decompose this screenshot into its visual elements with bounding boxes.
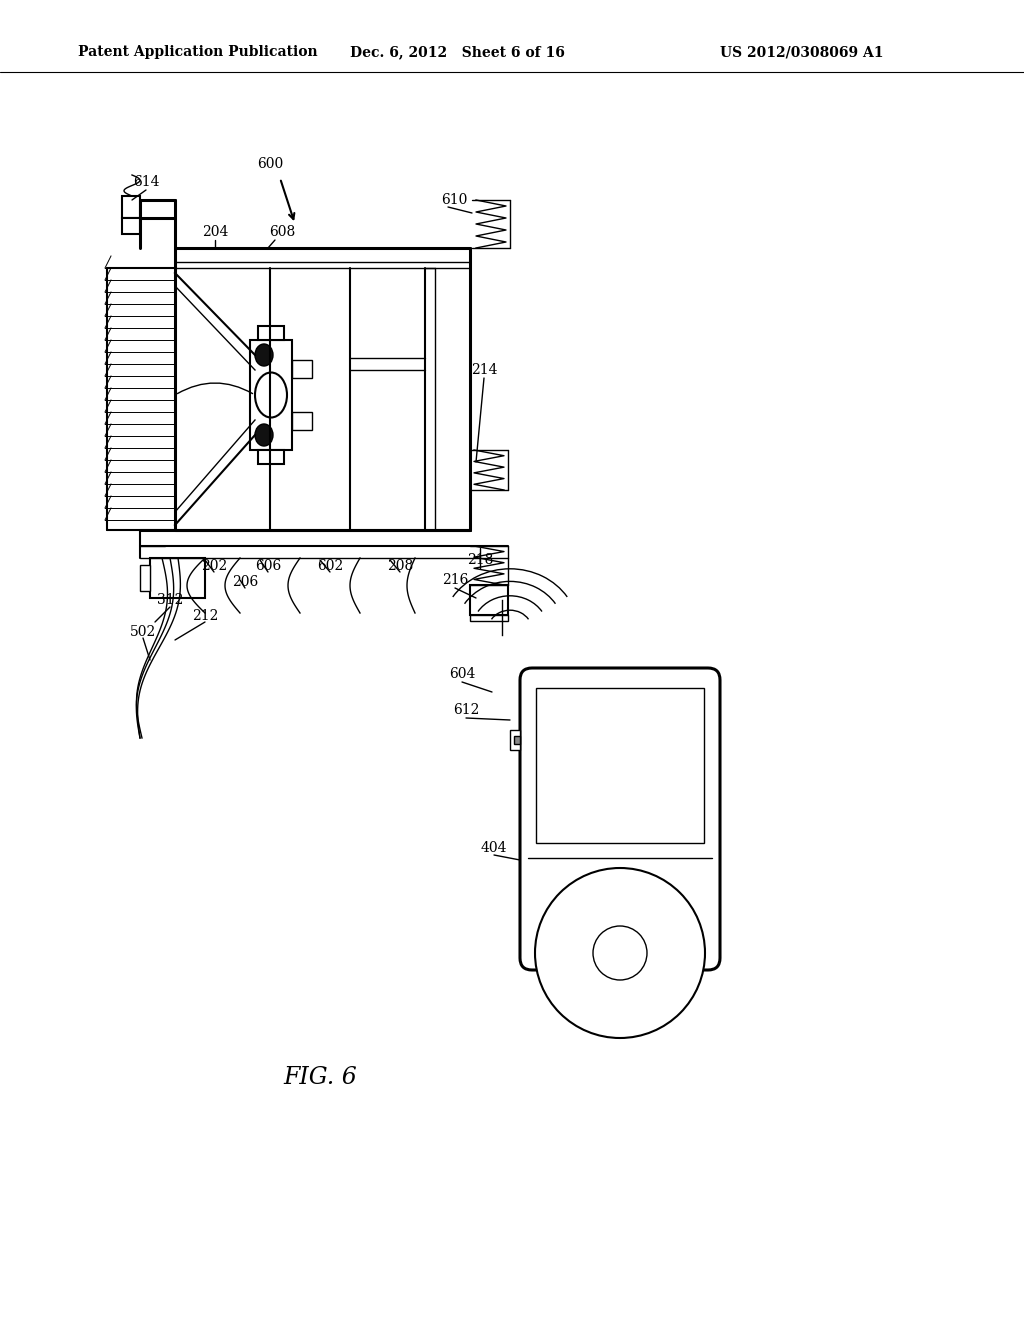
Bar (292, 412, 312, 430)
Text: 614: 614 (133, 176, 160, 189)
Text: 610: 610 (440, 193, 467, 207)
Text: 208: 208 (387, 558, 413, 573)
Ellipse shape (255, 424, 273, 446)
Ellipse shape (255, 345, 273, 366)
Ellipse shape (255, 372, 287, 417)
Text: FIG. 6: FIG. 6 (283, 1067, 357, 1089)
Bar (470, 615, 508, 620)
Circle shape (593, 927, 647, 979)
Bar (536, 688, 705, 843)
Text: 608: 608 (269, 224, 295, 239)
Bar (258, 326, 284, 341)
Bar (510, 730, 520, 750)
Bar (292, 360, 312, 378)
Text: 202: 202 (201, 558, 227, 573)
Bar (258, 450, 284, 465)
Text: 212: 212 (191, 609, 218, 623)
Bar (514, 737, 520, 744)
Text: 604: 604 (449, 667, 475, 681)
FancyBboxPatch shape (520, 668, 720, 970)
Text: 612: 612 (453, 704, 479, 717)
Text: Patent Application Publication: Patent Application Publication (78, 45, 317, 59)
Text: 600: 600 (257, 157, 283, 172)
Bar (150, 558, 205, 598)
Text: 214: 214 (471, 363, 498, 378)
Text: 502: 502 (130, 624, 156, 639)
Bar (470, 585, 508, 615)
Text: US 2012/0308069 A1: US 2012/0308069 A1 (720, 45, 884, 59)
Bar (140, 565, 150, 591)
Bar (122, 218, 140, 234)
Text: Dec. 6, 2012   Sheet 6 of 16: Dec. 6, 2012 Sheet 6 of 16 (350, 45, 565, 59)
Text: 312: 312 (157, 593, 183, 607)
Text: 204: 204 (202, 224, 228, 239)
Text: 404: 404 (480, 841, 507, 855)
Bar (122, 195, 140, 218)
Text: 218: 218 (467, 553, 494, 568)
Text: 216: 216 (441, 573, 468, 587)
Circle shape (535, 869, 705, 1038)
Text: 206: 206 (231, 576, 258, 589)
Text: 606: 606 (255, 558, 282, 573)
Bar (250, 341, 292, 450)
Text: 602: 602 (316, 558, 343, 573)
